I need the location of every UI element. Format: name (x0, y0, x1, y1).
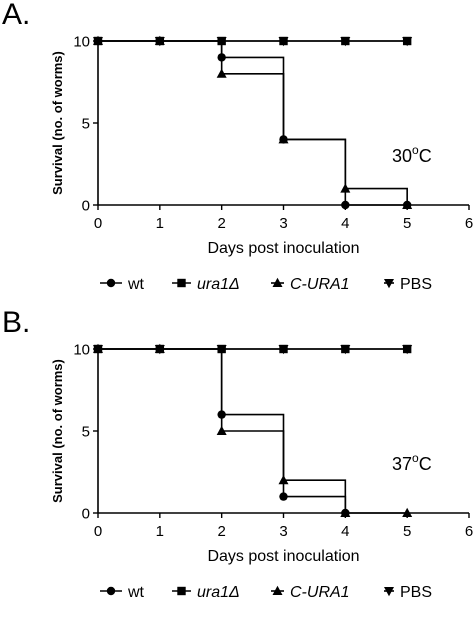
legend-marker-ura1 (177, 586, 186, 596)
data-point-c-ura1 (278, 134, 289, 144)
data-point-pbs (93, 345, 103, 355)
data-point-c-ura1 (216, 425, 227, 435)
series-wt (93, 36, 412, 210)
panel-b: B. 0 5 10 0 1 2 3 4 5 6 Days post inoculation Survi… (0, 306, 474, 617)
legend-marker-wt (106, 278, 116, 288)
series-line-c-ura1 (98, 348, 408, 514)
legend-label-ura1: ura1Δ (197, 276, 240, 293)
temperature-unit: C (419, 146, 432, 166)
legend: wt ura1Δ C-URA1 PBS (100, 276, 432, 293)
temperature-value: 30 (392, 146, 412, 166)
y-axis-title: Survival (no. of worms) (50, 51, 65, 195)
y-tick-label: 5 (82, 116, 90, 133)
y-tick-label: 10 (73, 342, 90, 359)
data-point-c-ura1 (402, 507, 413, 517)
temperature-annotation: 30oC (392, 143, 432, 166)
y-tick-label: 0 (82, 506, 90, 523)
legend-marker-pbs (384, 587, 394, 597)
data-point-pbs (278, 37, 289, 47)
degree-sign: o (412, 451, 419, 465)
data-point-pbs (278, 345, 289, 355)
legend-label-pbs: PBS (400, 276, 432, 293)
panel-a: A. 0 5 10 0 1 2 3 4 5 6 Days post inoculation Survi… (0, 0, 474, 308)
survival-chart-30c: 0 5 10 0 1 2 3 4 5 6 Days post inoculation Survival… (50, 34, 473, 294)
legend-marker-ura1 (177, 278, 186, 288)
data-point-pbs (216, 345, 227, 355)
series-pbs (93, 345, 413, 355)
legend-label-c-ura1: C-URA1 (290, 276, 350, 293)
data-point-pbs (154, 345, 165, 355)
x-tick-label: 4 (341, 523, 349, 540)
data-point-pbs (340, 37, 351, 47)
y-axis-title: Survival (no. of worms) (50, 359, 65, 503)
data-point-wt (341, 200, 350, 210)
data-point-c-ura1 (402, 199, 413, 209)
data-point-pbs (402, 37, 413, 47)
x-tick-label: 2 (217, 523, 225, 540)
data-point-pbs (216, 37, 227, 47)
legend-label-c-ura1: C-URA1 (290, 584, 350, 601)
data-point-pbs (340, 345, 351, 355)
series-line-c-ura1 (98, 40, 408, 205)
legend-marker-wt (106, 586, 116, 596)
legend-label-wt: wt (127, 276, 145, 293)
data-point-pbs (154, 37, 165, 47)
x-tick-label: 1 (156, 523, 164, 540)
x-tick-label: 1 (156, 215, 164, 232)
panel-letter-a: A. (2, 0, 31, 31)
y-tick-label: 5 (82, 424, 90, 441)
legend-marker-pbs (384, 279, 394, 289)
degree-sign: o (412, 143, 419, 157)
data-point-pbs (402, 345, 413, 355)
temperature-annotation: 37oC (392, 451, 432, 474)
data-point-c-ura1 (278, 475, 289, 485)
data-point-c-ura1 (340, 507, 351, 517)
data-point-c-ura1 (340, 183, 351, 193)
data-point-pbs (93, 37, 103, 47)
legend-marker-c-ura1 (272, 277, 283, 287)
x-tick-label: 3 (279, 523, 287, 540)
data-point-c-ura1 (216, 68, 227, 78)
y-tick-label: 10 (73, 34, 90, 51)
temperature-value: 37 (392, 454, 412, 474)
legend-label-ura1: ura1Δ (197, 584, 240, 601)
x-tick-label: 5 (403, 523, 411, 540)
series-c-ura1 (93, 343, 413, 517)
temperature-unit: C (419, 454, 432, 474)
x-axis-title: Days post inoculation (207, 240, 359, 257)
y-tick-label: 0 (82, 198, 90, 215)
legend-marker-c-ura1 (272, 585, 283, 595)
x-tick-label: 6 (465, 215, 473, 232)
x-tick-label: 2 (217, 215, 225, 232)
survival-chart-37c: 0 5 10 0 1 2 3 4 5 6 Days post inoculation Survival… (50, 342, 473, 602)
series-line-wt (98, 40, 408, 206)
legend: wt ura1Δ C-URA1 PBS (100, 584, 432, 601)
legend-label-wt: wt (127, 584, 145, 601)
x-tick-label: 0 (94, 215, 102, 232)
series-pbs (93, 37, 413, 47)
series-c-ura1 (93, 35, 413, 209)
x-tick-label: 5 (403, 215, 411, 232)
x-tick-label: 6 (465, 523, 473, 540)
x-tick-label: 0 (94, 523, 102, 540)
legend-label-pbs: PBS (400, 584, 432, 601)
x-tick-label: 4 (341, 215, 349, 232)
data-point-wt (279, 492, 288, 501)
x-tick-label: 3 (279, 215, 287, 232)
panel-letter-b: B. (2, 306, 31, 339)
x-axis-title: Days post inoculation (207, 548, 359, 565)
